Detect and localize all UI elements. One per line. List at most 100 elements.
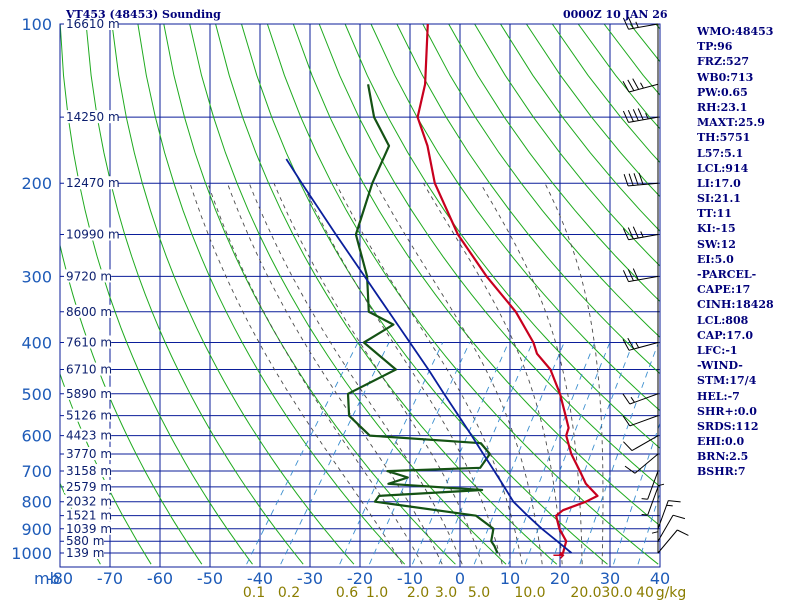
stat-item: -PARCEL- [697,268,757,281]
stat-item: BSHR:7 [697,465,746,479]
height-label-bg [64,269,112,283]
station-title: VT453 (48453) Sounding [65,8,221,21]
wind-barb [622,78,659,93]
mixing-ratio-label: 0.6 [336,585,358,600]
stat-item: -WIND- [697,359,743,373]
wind-barb [623,172,659,187]
stat-item: KI:-15 [697,222,736,236]
mixing-ratio-label: 0.2 [278,585,300,600]
wind-barb [657,514,686,542]
background-lines [60,24,660,567]
height-label-bg [64,335,112,349]
stat-item: TT:11 [697,207,732,221]
height-labels: 16610 m 14250 m 12470 m 10990 m 9720 m 8600 m… [64,17,120,560]
height-label-bg [64,386,112,400]
stat-item: HEL:-7 [697,389,740,403]
height-label-bg [64,464,112,478]
stat-item: SRDS:112 [697,419,759,433]
mixing-ratio-line [550,342,634,565]
moist-adiabat-line [544,183,604,565]
mixing-ratio-line [411,342,509,565]
temperature-tick-label: 30 [600,569,620,588]
moist-adiabat-line [480,182,583,565]
height-label-bg [64,110,119,124]
mixing-ratio-line [438,342,533,565]
dry-adiabat-line [396,24,660,375]
wind-barb [641,470,659,500]
mixing-ratio-line [339,342,444,565]
pressure-tick-label: 700 [21,462,52,481]
height-label: 12470 m [66,176,120,190]
plot-border [59,23,661,568]
height-label: 1521 m [66,509,112,523]
temperature-tick-label: -40 [247,569,273,588]
height-label: 580 m [66,534,104,548]
mixing-ratio-line [637,491,660,565]
stat-item: PW:0.65 [697,85,748,99]
wind-barb [624,453,659,474]
mixing-ratio-label: 1.0 [366,585,388,600]
stat-item: SHR+:0.0 [697,404,757,418]
mixing-ratio-line [246,342,359,565]
temperature-tick-label: -20 [347,569,373,588]
wind-barb [657,500,681,529]
stat-item: WB0:713 [697,70,754,84]
moist-adiabat-line [189,183,403,565]
wind-barb [641,486,659,516]
pressure-tick-label: 200 [21,174,52,193]
mixing-ratio-label: 20.0 [570,585,601,600]
height-label: 14250 m [66,110,120,124]
moist-adiabat-line [335,182,523,565]
dry-adiabat-line [85,24,304,565]
stat-item: FRZ:527 [697,55,750,69]
dry-adiabat-line [474,24,660,267]
mixing-ratio-label: 5.0 [468,585,490,600]
pressure-tick-label: 600 [21,427,52,446]
wind-barb [622,337,659,351]
height-label-bg [64,479,112,493]
wind-barb [622,226,659,241]
mixing-ratio-label: 30.0 [601,585,632,600]
wind-barb [622,108,659,123]
stat-item: SI:21.1 [697,192,741,206]
moist-adiabat-line [226,183,443,565]
stat-item: WMO:48453 [697,25,774,38]
moist-adiabat-line [273,183,483,565]
dewpoint-line [346,84,499,554]
stat-item: EI:5.0 [697,252,734,266]
height-label: 4423 m [66,429,112,443]
height-label-bg [64,227,119,241]
mixing-ratio-line [507,342,596,565]
mixing-ratio-line [579,342,659,565]
height-label-bg [64,428,112,442]
height-label: 10990 m [66,228,120,242]
sounding-indices-panel: WMO:48453 TP:96 FRZ:527 WB0:713 PW:0.65 RH:23… [697,24,774,480]
temperature-line [416,24,599,557]
stat-item: L57:5.1 [697,146,744,160]
mixing-ratio-line [613,421,660,565]
wind-barb [657,529,689,554]
mixing-ratio-line [524,342,611,565]
stat-item: SW:12 [697,237,736,251]
height-label: 3770 m [66,447,112,461]
height-label: 2032 m [66,495,112,509]
pressure-tick-label: 1000 [11,544,52,563]
mixing-ratio-line [280,342,390,565]
height-label: 16610 m [66,17,120,31]
stat-item: LFC:-1 [697,343,738,357]
height-label: 5126 m [66,409,112,423]
stat-item: TH:5751 [697,131,751,145]
dry-adiabat-line [318,24,660,488]
stat-item: LI:17.0 [697,176,741,190]
wind-profile [622,16,689,554]
dry-adiabat-line [344,24,660,449]
stat-item: RH:23.1 [697,100,748,114]
height-label: 9720 m [66,269,112,283]
temperature-tick-label: 20 [550,569,570,588]
moist-adiabat-line [207,183,423,565]
stat-item: STM:17/4 [697,374,757,388]
temperature-tick-label: -30 [297,569,323,588]
height-label-bg [64,17,119,30]
